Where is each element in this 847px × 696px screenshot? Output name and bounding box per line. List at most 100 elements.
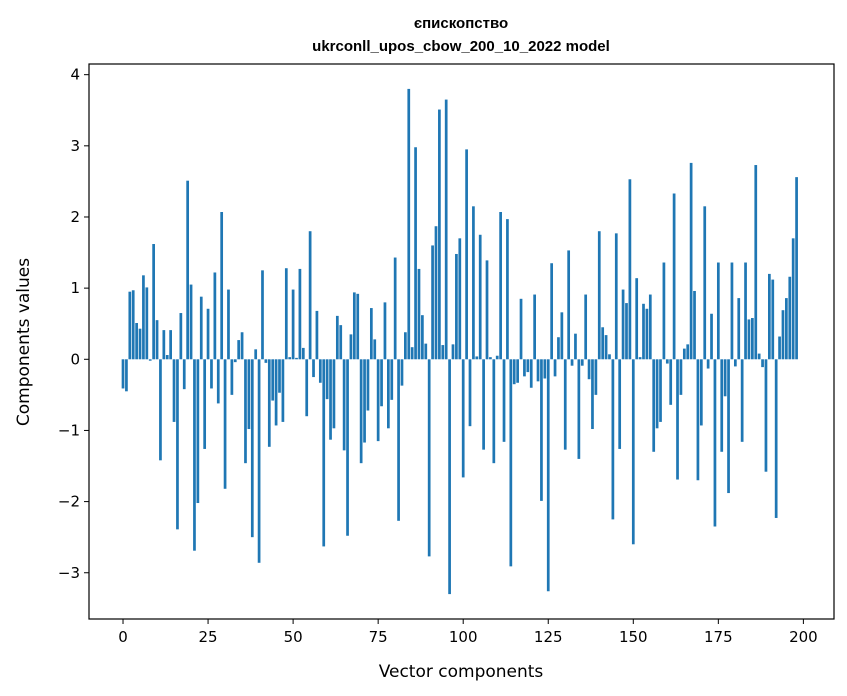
bar-22 <box>196 359 200 504</box>
bar-148 <box>625 303 628 360</box>
bar-9 <box>152 244 155 360</box>
bar-41 <box>261 270 264 360</box>
bar-1 <box>125 359 128 392</box>
bar-112 <box>502 359 506 442</box>
bar-151 <box>635 278 639 360</box>
bar-72 <box>366 359 370 411</box>
bar-29 <box>220 212 224 360</box>
bar-137 <box>587 359 591 380</box>
bar-14 <box>169 330 172 360</box>
bar-46 <box>278 359 281 393</box>
bar-175 <box>716 262 720 360</box>
bar-150 <box>631 359 635 545</box>
bar-107 <box>485 260 489 360</box>
bar-189 <box>764 359 768 472</box>
y-tick-label: 3 <box>70 137 80 155</box>
bar-110 <box>495 355 499 360</box>
x-tick-label: 50 <box>284 628 303 646</box>
bar-153 <box>642 303 645 360</box>
bar-120 <box>529 359 533 388</box>
bar-121 <box>533 294 536 360</box>
bar-86 <box>414 147 417 360</box>
bar-130 <box>563 359 567 450</box>
bar-181 <box>737 298 741 360</box>
bar-173 <box>710 313 713 360</box>
bar-183 <box>744 262 747 360</box>
bar-105 <box>478 234 482 360</box>
bar-113 <box>506 219 509 360</box>
bar-119 <box>526 359 530 373</box>
bar-164 <box>679 359 683 395</box>
x-tick-label: 25 <box>199 628 218 646</box>
bar-43 <box>267 359 271 447</box>
plot-frame <box>88 63 835 620</box>
bar-184 <box>747 319 751 360</box>
x-axis-label: Vector components <box>379 662 544 682</box>
bar-38 <box>250 359 254 538</box>
bar-30 <box>223 359 227 489</box>
bar-186 <box>754 165 758 360</box>
bar-71 <box>363 359 366 443</box>
bar-196 <box>788 276 792 360</box>
bar-89 <box>424 343 428 360</box>
bar-44 <box>271 359 275 401</box>
bar-84 <box>407 88 411 360</box>
bar-126 <box>550 263 554 360</box>
bar-83 <box>404 332 407 360</box>
bar-69 <box>356 293 360 360</box>
bar-145 <box>614 233 618 360</box>
bar-155 <box>648 294 652 360</box>
y-tick-label: 4 <box>70 66 80 84</box>
bar-160 <box>665 359 669 364</box>
bar-185 <box>751 318 754 360</box>
bar-0 <box>121 359 125 389</box>
bar-15 <box>172 359 176 422</box>
bar-54 <box>305 359 309 417</box>
bar-179 <box>730 262 734 360</box>
bar-158 <box>659 359 662 422</box>
bar-141 <box>601 327 605 360</box>
bar-74 <box>373 339 377 360</box>
bar-94 <box>441 345 445 360</box>
bar-198 <box>795 177 798 360</box>
bar-5 <box>138 328 142 360</box>
bar-34 <box>237 340 241 360</box>
bar-47 <box>281 359 285 422</box>
bar-124 <box>543 359 547 379</box>
bar-66 <box>346 359 349 536</box>
bar-106 <box>482 359 485 450</box>
bar-55 <box>308 231 312 360</box>
bar-27 <box>213 272 217 360</box>
bar-78 <box>387 359 390 429</box>
x-axis-ticks: 0 25 50 75 100 125 150 175 200 <box>118 619 818 646</box>
bar-58 <box>318 359 322 383</box>
bar-10 <box>155 320 159 360</box>
bar-96 <box>448 359 451 595</box>
bar-32 <box>230 359 234 395</box>
bar-59 <box>322 359 326 547</box>
bar-131 <box>567 250 571 360</box>
x-tick-label: 200 <box>789 628 818 646</box>
bar-168 <box>693 290 696 360</box>
bar-49 <box>288 357 292 360</box>
bar-133 <box>574 333 577 360</box>
bar-167 <box>689 162 693 360</box>
bar-17 <box>179 313 183 360</box>
bar-134 <box>577 359 581 459</box>
bar-116 <box>516 359 519 383</box>
bar-149 <box>628 179 632 360</box>
bar-26 <box>210 359 213 389</box>
bar-87 <box>417 268 421 360</box>
x-tick-label: 0 <box>118 628 128 646</box>
bar-93 <box>438 109 441 360</box>
bar-92 <box>434 226 438 360</box>
bar-67 <box>349 334 353 360</box>
bar-36 <box>244 359 247 464</box>
bar-132 <box>570 359 574 366</box>
bar-172 <box>706 359 710 369</box>
bar-40 <box>257 359 261 563</box>
bar-4 <box>135 323 138 360</box>
bar-171 <box>703 206 707 360</box>
y-tick-label: −1 <box>58 421 80 439</box>
bar-95 <box>444 99 448 360</box>
